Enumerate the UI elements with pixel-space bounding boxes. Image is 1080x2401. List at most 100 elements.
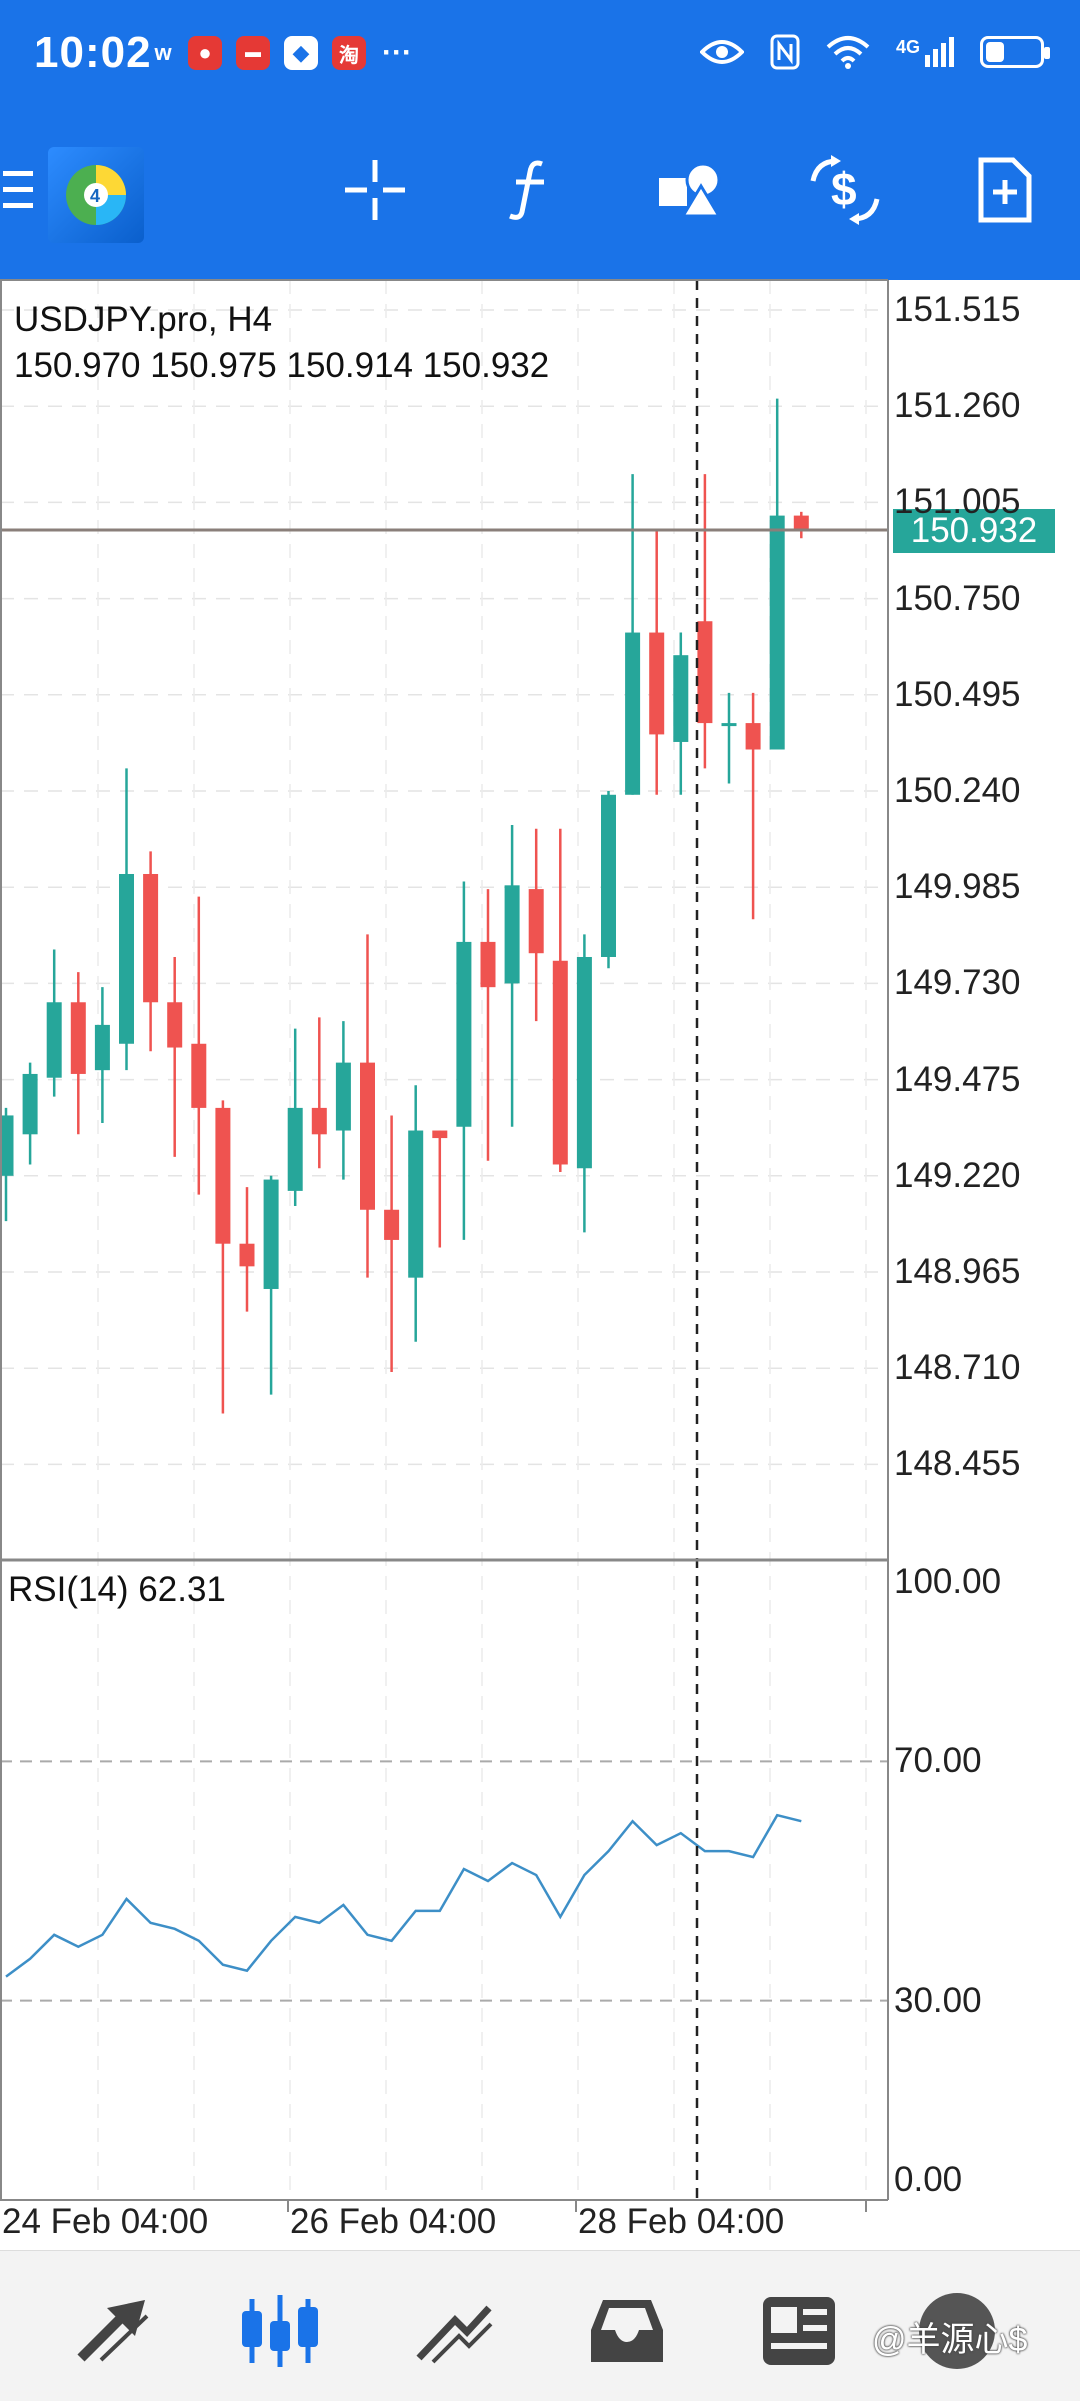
candle-body [673,655,689,742]
candle-body [0,1115,14,1176]
price-axis-label: 149.475 [894,1059,1021,1099]
rsi-line [5,1813,802,1978]
candle-body [504,885,520,984]
news-icon [763,2297,835,2365]
objects-icon [659,162,722,218]
nav-trade[interactable] [410,2291,500,2371]
candle-body [384,1209,400,1240]
mt4-logo-icon: 4 [66,165,126,225]
nav-news[interactable] [754,2291,844,2371]
signal-indicator: 4G [896,37,954,67]
nav-quotes[interactable] [68,2291,158,2371]
wifi-icon [826,36,870,69]
price-axis-label: 151.260 [894,386,1021,426]
inbox-icon [591,2300,663,2362]
candle-body [432,1130,448,1139]
chart-frame [0,279,889,2212]
trade-icon: $ [810,155,880,225]
rsi-axis-label: 100.00 [894,1562,1002,1601]
candle-body [528,889,544,954]
candle-body [480,941,496,988]
candle-body [552,960,568,1165]
svg-text:$: $ [831,163,857,215]
candles [0,398,888,1414]
candle-body [601,794,616,957]
battery-icon [980,36,1050,68]
chart-symbol: USDJPY.pro, H4 [14,300,273,339]
signal-bar [925,55,930,67]
price-axis-label: 149.730 [894,963,1021,1003]
network-type: 4G [895,37,920,57]
nav-settings[interactable] [912,2291,1002,2371]
huawei-icon: ▬ [236,36,270,70]
price-axis-label: 150.495 [894,674,1021,714]
trend-icon [416,2305,493,2364]
time-axis-label: 28 Feb 04:00 [578,2202,785,2241]
notification-icons: w ● ▬ ◆ 淘 ··· [152,36,414,70]
candle-body [46,1002,62,1078]
rsi-axis-label: 0.00 [894,2160,963,2199]
system-icons: 4G [699,34,1050,70]
price-axis-label: 151.515 [894,290,1021,329]
objects-button[interactable] [645,145,735,235]
new-order-button[interactable] [960,145,1050,235]
candles-icon [242,2295,318,2367]
rsi-axis-label: 30.00 [894,1980,982,2020]
candle-body [769,515,785,750]
price-axis-label: 150.750 [894,578,1021,618]
bottom-navigation [0,2250,1080,2401]
time-axis-label: 24 Feb 04:00 [2,2202,209,2241]
candle-body [311,1107,327,1135]
candle-body [167,1002,183,1048]
chart-toolbar: 4 $ [0,115,1080,280]
signal-bar [933,49,938,67]
quotes-arrows-icon [77,2300,149,2362]
price-axis-label: 150.240 [894,771,1021,810]
rsi-axis-label: 70.00 [894,1741,982,1781]
candle-body [745,723,761,750]
menu-button[interactable] [0,145,40,235]
new-document-icon [978,157,1032,223]
chart-grid [0,280,888,2200]
candle-body [721,723,737,727]
trade-button[interactable]: $ [800,145,890,235]
candle-body [143,873,159,1003]
candle-body [119,873,134,1044]
price-axis-label: 149.985 [894,867,1021,907]
rsi-label: RSI(14) 62.31 [8,1570,226,1609]
candle-body [94,1024,110,1071]
status-time: 10:02 [34,28,152,77]
crosshair-icon [345,160,405,220]
candle-body [287,1107,303,1191]
candle-body [625,632,641,795]
price-axis-label: 151.005 [894,482,1021,522]
price-axis-label: 148.710 [894,1348,1021,1388]
nav-chart[interactable] [236,2291,326,2371]
nav-history[interactable] [582,2291,672,2371]
candle-body [360,1062,375,1210]
candle-body [649,632,665,735]
candle-body [70,1002,86,1074]
app-header: 10:02 w ● ▬ ◆ 淘 ··· 4G [0,0,1080,280]
browser-icon: ◆ [284,36,318,70]
candle-body [263,1179,279,1289]
taobao-icon: 淘 [332,36,366,70]
time-axis-label: 26 Feb 04:00 [290,2202,497,2241]
indicators-button[interactable] [485,145,575,235]
candle-body [335,1062,351,1131]
watermark: @羊源心$ [872,2321,1028,2359]
candle-body [239,1243,255,1267]
indicators-icon [509,160,544,220]
signal-bar [949,37,954,67]
candle-body [793,515,809,531]
current-price-tag: 150.932 [893,509,1055,553]
rsi-indicator [0,1760,888,2002]
crosshair-button[interactable] [330,145,420,235]
candle-body [576,956,592,1169]
candle-body [697,621,713,724]
price-chart[interactable] [0,0,1080,2250]
menu-icon [3,171,33,208]
candle-body [215,1107,231,1244]
signal-bar [941,43,946,67]
